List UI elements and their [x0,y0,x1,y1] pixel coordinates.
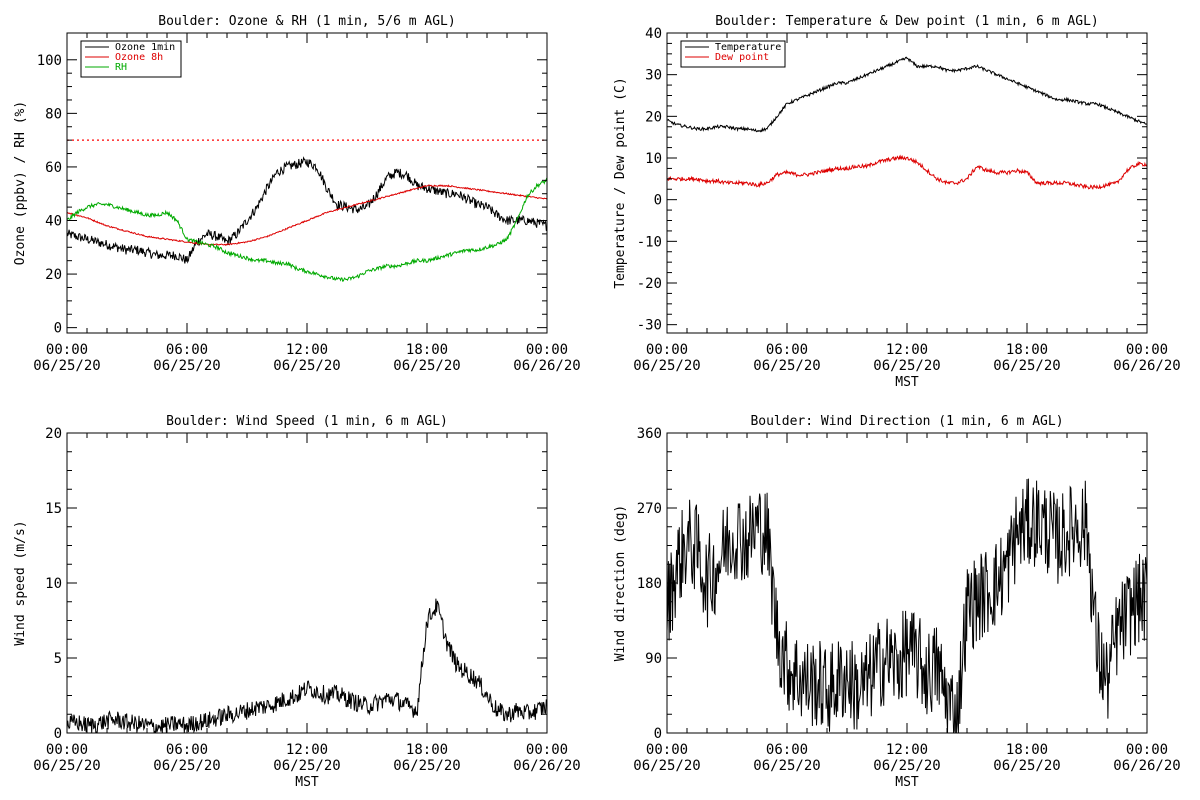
x-tick-label: 00:00 [1126,742,1168,758]
legend-box [680,40,786,68]
chart-title: Boulder: Wind Direction (1 min, 6 m AGL) [750,414,1063,429]
y-tick-label: 20 [645,109,662,125]
y-axis-label: Wind direction (deg) [613,505,628,662]
x-tick-date: 06/25/20 [753,358,820,374]
y-tick-label: 30 [645,68,662,84]
y-tick-label: 100 [37,53,62,69]
chart-title: Boulder: Ozone & RH (1 min, 5/6 m AGL) [158,14,455,29]
x-tick-label: 06:00 [766,742,808,758]
x-tick-label: 18:00 [1006,342,1048,358]
y-tick-label: -10 [637,234,662,250]
x-tick-date: 06/25/20 [633,358,700,374]
y-tick-label: -20 [637,276,662,292]
y-tick-label: 80 [45,106,62,122]
x-tick-date: 06/25/20 [153,758,220,774]
series-line-wspd [67,598,547,733]
x-tick-label: 00:00 [46,742,88,758]
x-tick-label: 18:00 [406,742,448,758]
x-tick-date: 06/25/20 [33,358,100,374]
x-tick-label: 06:00 [166,342,208,358]
x-tick-label: 12:00 [286,742,328,758]
x-tick-label: 06:00 [766,342,808,358]
y-axis-label: Ozone (ppbv) / RH (%) [13,101,28,265]
x-tick-date: 06/26/20 [1113,358,1180,374]
x-axis-label: MST [895,375,919,390]
chart-title: Boulder: Wind Speed (1 min, 6 m AGL) [166,414,448,429]
y-axis-label: Wind speed (m/s) [13,520,28,645]
x-tick-date: 06/26/20 [513,358,580,374]
x-tick-label: 00:00 [646,742,688,758]
x-tick-date: 06/26/20 [1113,758,1180,774]
x-tick-date: 06/25/20 [633,758,700,774]
x-tick-date: 06/26/20 [513,758,580,774]
x-tick-date: 06/25/20 [993,358,1060,374]
y-tick-label: 0 [654,726,662,742]
y-tick-label: 0 [54,726,62,742]
series-line-ozone-8h [67,184,547,246]
ozone-panel: Boulder: Ozone & RH (1 min, 5/6 m AGL) 0 2… [13,14,581,374]
y-tick-label: 15 [45,501,62,517]
x-tick-label: 00:00 [526,742,568,758]
y-tick-label: 180 [637,576,662,592]
x-tick-label: 12:00 [286,342,328,358]
x-tick-label: 06:00 [166,742,208,758]
x-tick-label: 12:00 [886,742,928,758]
x-tick-label: 18:00 [406,342,448,358]
x-tick-date: 06/25/20 [873,358,940,374]
y-tick-label: 20 [45,426,62,442]
x-axis-label: MST [895,775,919,790]
y-tick-label: 90 [645,651,662,667]
y-tick-label: 360 [637,426,662,442]
x-tick-label: 00:00 [46,342,88,358]
series-line-wdir [667,478,1147,733]
y-tick-label: 5 [54,651,62,667]
x-tick-label: 00:00 [646,342,688,358]
x-tick-label: 00:00 [1126,342,1168,358]
y-tick-label: 40 [45,214,62,230]
legend-label: Temperature [715,42,781,53]
series-line-ozone-1min [67,156,547,264]
x-tick-date: 06/25/20 [273,758,340,774]
x-tick-date: 06/25/20 [753,758,820,774]
x-tick-date: 06/25/20 [33,758,100,774]
legend-label: Ozone 1min [115,42,175,53]
y-tick-label: 20 [45,267,62,283]
y-tick-label: 270 [637,501,662,517]
plot-frame [66,32,548,334]
legend-label: Dew point [715,52,769,63]
y-tick-label: 10 [645,151,662,167]
y-tick-label: -30 [637,318,662,334]
x-tick-date: 06/25/20 [993,758,1060,774]
wspd-panel: Boulder: Wind Speed (1 min, 6 m AGL) 0 5 10… [13,414,581,790]
series-line-dew-point [667,154,1147,190]
y-axis-label: Temperature / Dew point (C) [613,77,628,288]
x-tick-date: 06/25/20 [873,758,940,774]
x-axis-label: MST [295,775,319,790]
legend-label: Ozone 8h [115,52,163,63]
y-tick-label: 40 [645,26,662,42]
x-tick-date: 06/25/20 [393,758,460,774]
x-tick-label: 18:00 [1006,742,1048,758]
x-tick-date: 06/25/20 [273,358,340,374]
legend-label: RH [115,62,127,73]
x-tick-date: 06/25/20 [393,358,460,374]
plot-frame [666,432,1148,734]
x-tick-date: 06/25/20 [153,358,220,374]
chart-title: Boulder: Temperature & Dew point (1 min,… [715,14,1099,29]
wdir-panel: Boulder: Wind Direction (1 min, 6 m AGL)… [613,414,1181,790]
y-tick-label: 60 [45,160,62,176]
series-line-temperature [667,56,1147,133]
x-tick-label: 12:00 [886,342,928,358]
y-tick-label: 0 [654,193,662,209]
y-tick-label: 0 [54,321,62,337]
x-tick-label: 00:00 [526,342,568,358]
series-line-rh [67,177,547,282]
y-tick-label: 10 [45,576,62,592]
temp-panel: Boulder: Temperature & Dew point (1 min,… [613,14,1181,390]
